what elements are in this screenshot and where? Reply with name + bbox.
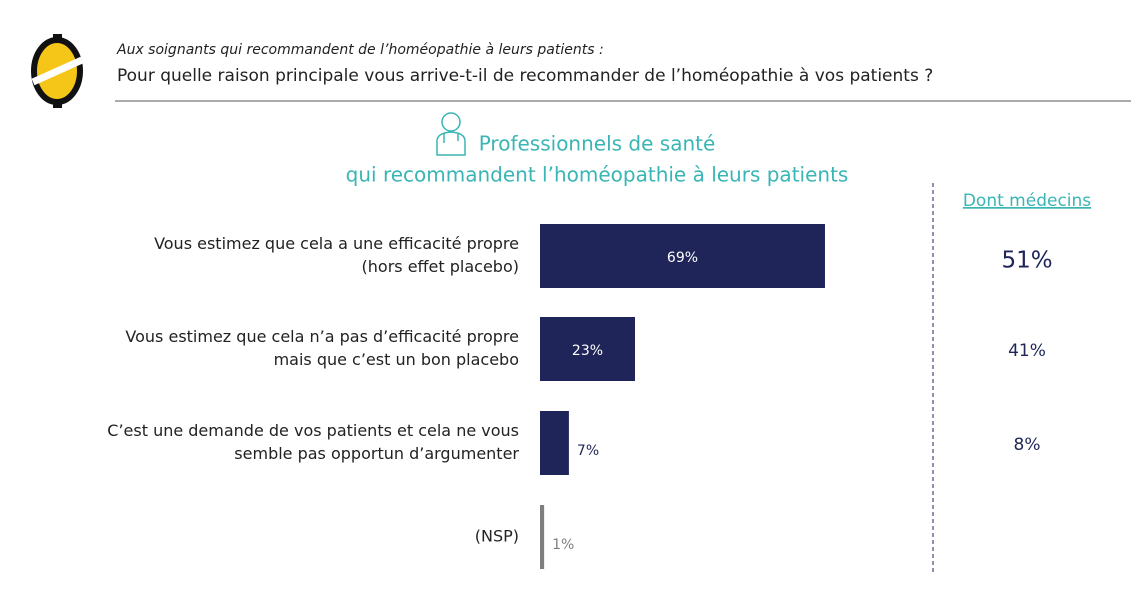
title: Pour quelle raison principale vous arriv… — [117, 66, 933, 86]
value-label: 7% — [577, 443, 599, 459]
category-label: semble pas opportun d’argumenter — [234, 444, 519, 463]
category-label: Vous estimez que cela n’a pas d’efficaci… — [125, 327, 519, 346]
bar — [540, 411, 569, 475]
bar — [540, 505, 545, 569]
bar — [540, 317, 635, 381]
category-label: (NSP) — [475, 527, 519, 546]
category-label: mais que c’est un bon placebo — [274, 350, 519, 369]
chart-heading: qui recommandent l’homéopathie à leurs p… — [346, 163, 849, 187]
value-label: 23% — [572, 343, 603, 359]
category-label: C’est une demande de vos patients et cel… — [107, 421, 519, 440]
side-value: 8% — [1014, 435, 1041, 455]
logo — [31, 34, 84, 108]
side-value: 41% — [1008, 341, 1046, 361]
chart-heading: Professionnels de santé — [479, 132, 716, 156]
subtitle: Aux soignants qui recommandent de l’homé… — [116, 42, 604, 58]
bar — [540, 224, 825, 288]
value-label: 69% — [667, 250, 698, 266]
value-label: 1% — [552, 537, 574, 553]
category-label: (hors effet placebo) — [362, 257, 519, 276]
person-icon — [436, 112, 466, 156]
side-column-title: Dont médecins — [963, 191, 1091, 211]
category-label: Vous estimez que cela a une efficacité p… — [154, 234, 519, 253]
side-value: 51% — [1001, 248, 1052, 274]
